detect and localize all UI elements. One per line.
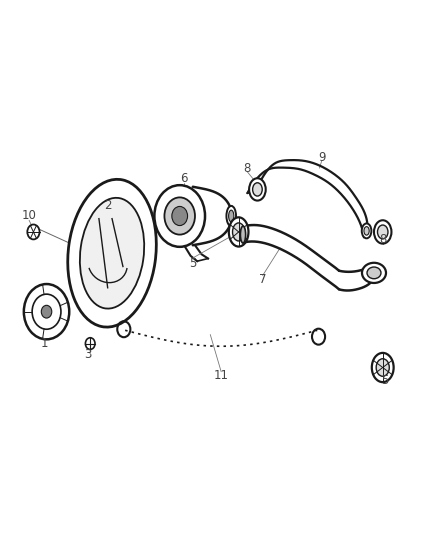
Circle shape <box>85 338 95 350</box>
Ellipse shape <box>80 198 144 309</box>
Circle shape <box>164 197 195 235</box>
Ellipse shape <box>253 183 262 196</box>
Polygon shape <box>339 264 372 290</box>
Ellipse shape <box>362 263 386 283</box>
Ellipse shape <box>378 225 388 239</box>
Ellipse shape <box>249 178 266 200</box>
Text: 5: 5 <box>189 257 197 270</box>
Text: 2: 2 <box>104 199 111 212</box>
Text: 5: 5 <box>381 374 389 387</box>
Text: 9: 9 <box>318 151 325 164</box>
Ellipse shape <box>226 206 236 226</box>
Ellipse shape <box>372 353 394 382</box>
Circle shape <box>27 224 39 239</box>
Text: 3: 3 <box>85 348 92 361</box>
Ellipse shape <box>229 210 234 222</box>
Text: 10: 10 <box>21 209 36 222</box>
Circle shape <box>172 206 187 225</box>
Text: 1: 1 <box>41 337 48 350</box>
Ellipse shape <box>240 226 246 243</box>
Ellipse shape <box>364 227 369 235</box>
Ellipse shape <box>233 223 245 241</box>
Circle shape <box>41 305 52 318</box>
Ellipse shape <box>248 189 254 194</box>
Text: 11: 11 <box>214 369 229 382</box>
Ellipse shape <box>362 223 371 238</box>
Text: 8: 8 <box>379 233 386 246</box>
Polygon shape <box>247 160 367 237</box>
Text: 8: 8 <box>244 161 251 175</box>
Text: 6: 6 <box>180 172 188 185</box>
Polygon shape <box>243 225 339 289</box>
Ellipse shape <box>367 267 381 279</box>
Ellipse shape <box>68 179 156 327</box>
Ellipse shape <box>374 220 392 244</box>
Ellipse shape <box>229 217 248 247</box>
Text: 7: 7 <box>259 273 266 286</box>
Circle shape <box>154 185 205 247</box>
Circle shape <box>24 284 69 340</box>
Ellipse shape <box>376 359 389 376</box>
